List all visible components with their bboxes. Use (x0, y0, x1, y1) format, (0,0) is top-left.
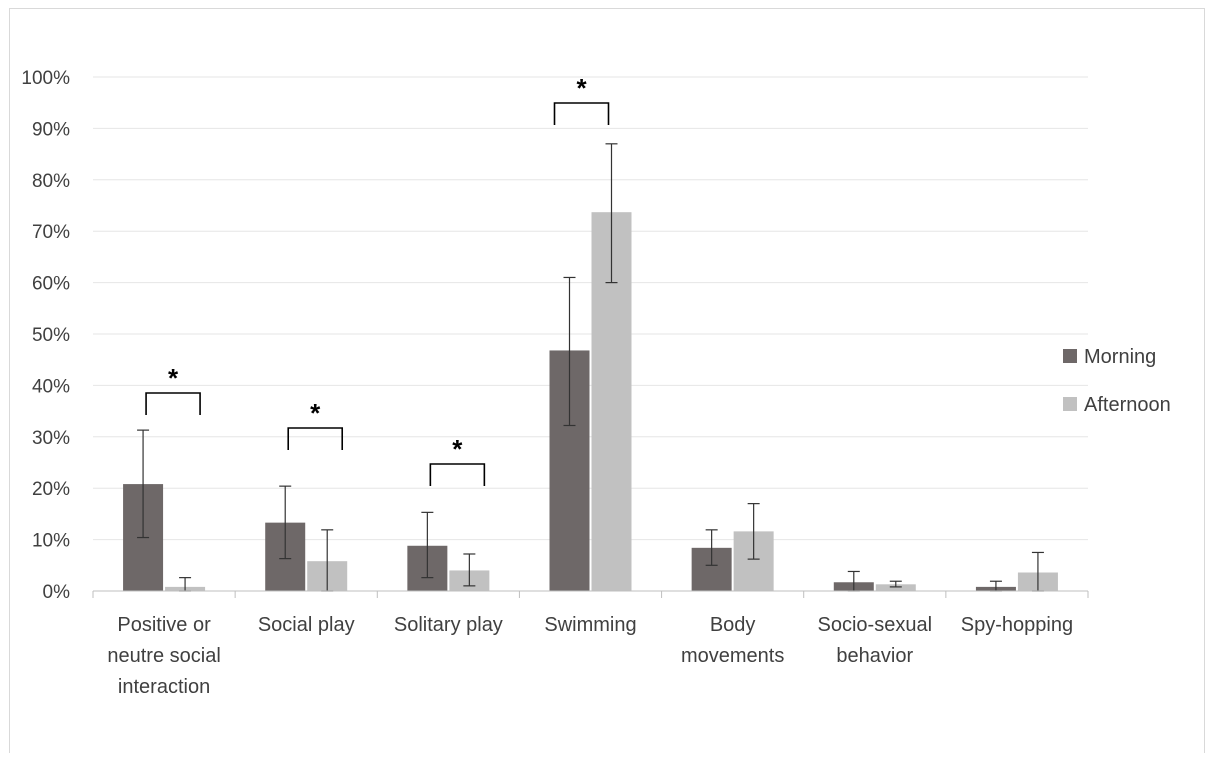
significance-bracket (429, 463, 486, 486)
legend-label: Afternoon (1084, 394, 1171, 416)
y-tick-label: 100% (21, 68, 70, 89)
y-axis-ticks: 0% 10% 20% 30% 40% 50% 60% 70% 80% 90% 100% (21, 68, 70, 603)
significance-star: * (310, 398, 321, 428)
category-label-line: neutre social (107, 645, 220, 667)
category-label: Spy-hopping (961, 614, 1073, 636)
significance-markers: * * * * (145, 73, 610, 486)
category-label: Body movements (681, 614, 784, 667)
gridlines (93, 76, 1088, 541)
legend: Morning Afternoon (1063, 346, 1171, 416)
significance-star: * (168, 363, 179, 393)
y-tick-label: 10% (32, 531, 70, 552)
y-tick-label: 90% (32, 119, 70, 140)
bars (123, 212, 1058, 591)
category-label: Social play (258, 614, 355, 636)
y-tick-label: 60% (32, 274, 70, 295)
legend-swatch (1063, 397, 1077, 411)
category-label-line: Positive or (117, 614, 211, 636)
category-label-line: movements (681, 645, 784, 667)
y-tick-label: 0% (43, 582, 71, 603)
category-label-line: Body (710, 614, 756, 636)
category-label-line: Social play (258, 614, 355, 636)
significance-bracket (553, 102, 610, 125)
y-tick-label: 20% (32, 479, 70, 500)
y-tick-label: 80% (32, 171, 70, 192)
category-label-line: Socio-sexual (818, 614, 933, 636)
category-label-line: behavior (836, 645, 913, 667)
x-axis (92, 590, 1089, 598)
y-tick-label: 50% (32, 325, 70, 346)
category-label-line: Spy-hopping (961, 614, 1073, 636)
category-label: Solitary play (394, 614, 503, 636)
category-label-line: interaction (118, 676, 210, 698)
bar-afternoon (875, 584, 916, 591)
category-label: Socio-sexual behavior (818, 614, 933, 667)
category-label-line: Solitary play (394, 614, 503, 636)
significance-bracket (145, 392, 201, 415)
category-label-line: Swimming (544, 614, 636, 636)
y-tick-label: 70% (32, 222, 70, 243)
significance-star: * (576, 73, 587, 103)
y-tick-label: 40% (32, 376, 70, 397)
significance-bracket (287, 427, 344, 450)
category-label: Positive or neutre social interaction (107, 614, 220, 698)
legend-label: Morning (1084, 346, 1156, 368)
category-label: Swimming (544, 614, 636, 636)
significance-star: * (452, 434, 463, 464)
chart-frame (9, 8, 1205, 753)
legend-swatch (1063, 349, 1077, 363)
y-tick-label: 30% (32, 428, 70, 449)
x-axis-categories: Positive or neutre social interaction Socia… (107, 614, 1073, 698)
